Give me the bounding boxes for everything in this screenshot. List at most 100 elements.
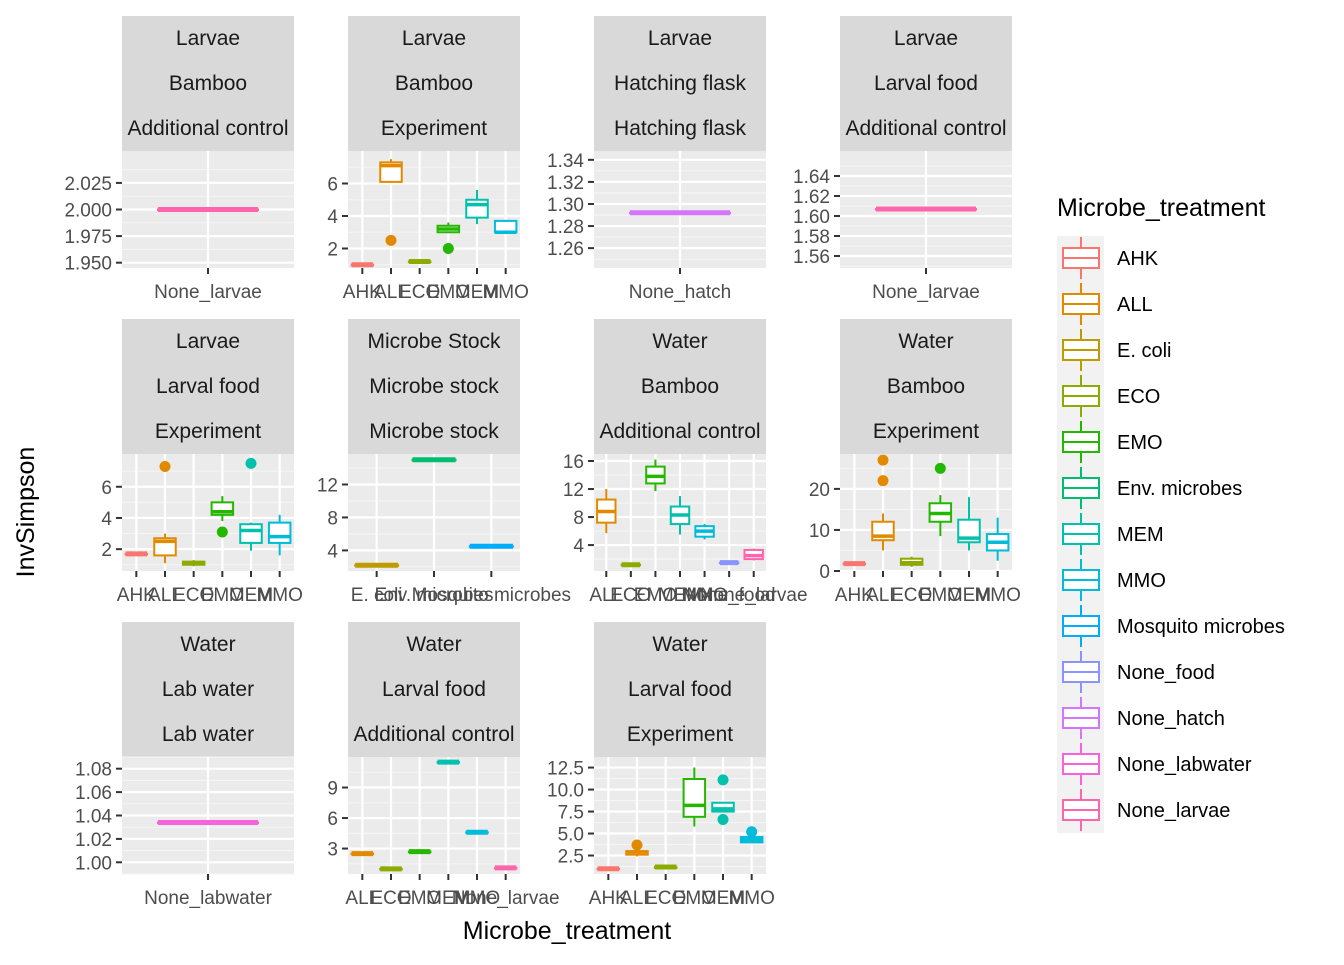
x-tick-label: AHK bbox=[343, 282, 382, 303]
box-eco bbox=[181, 560, 206, 567]
panel-background bbox=[840, 454, 1012, 571]
x-tick-label: ALL bbox=[148, 585, 182, 606]
box-emo bbox=[682, 767, 707, 827]
facet-strip-label: Larvae bbox=[894, 27, 958, 50]
legend-label: ECO bbox=[1117, 386, 1160, 408]
x-tick-label: None_food bbox=[683, 585, 776, 606]
box-body bbox=[465, 198, 489, 219]
outlier-point bbox=[877, 475, 889, 487]
facet-strip-label: Water bbox=[652, 633, 707, 656]
box-none-larvae bbox=[743, 548, 764, 561]
outlier-point bbox=[216, 526, 228, 538]
facet-strip bbox=[348, 16, 520, 151]
outlier-point bbox=[245, 457, 257, 469]
box-none-larvae bbox=[157, 207, 259, 212]
y-tick-label: 2 bbox=[101, 540, 112, 561]
x-tick-label: None_larvae bbox=[700, 585, 808, 606]
box-body bbox=[239, 523, 263, 544]
y-tick-label: 1.64 bbox=[793, 167, 830, 188]
legend-label: EMO bbox=[1117, 432, 1163, 454]
facet-panel: Microbe Stock Microbe stock Microbe stock 4… bbox=[317, 319, 571, 606]
facet-strip-label: Water bbox=[406, 633, 461, 656]
x-tick-label: AHK bbox=[835, 585, 874, 606]
y-tick-label: 2 bbox=[327, 240, 338, 261]
facet-panel: Water Larval food Additional control 3 6 9 ALL… bbox=[327, 622, 560, 909]
facet-strip-label: Bamboo bbox=[641, 375, 719, 398]
y-tick-label: 1.02 bbox=[75, 830, 112, 851]
panel-background bbox=[348, 757, 520, 874]
x-tick-label: MMO bbox=[681, 585, 727, 606]
y-tick-label: 12.5 bbox=[547, 759, 584, 780]
x-tick-label: None_hatch bbox=[629, 282, 731, 303]
box-body bbox=[711, 801, 735, 813]
facet-strip-label: Hatching flask bbox=[614, 72, 746, 95]
panel-background bbox=[348, 151, 520, 268]
x-tick-label: EMO bbox=[673, 888, 716, 909]
y-tick-label: 1.62 bbox=[793, 187, 830, 208]
y-tick-label: 9 bbox=[327, 779, 338, 800]
y-axis-title: InvSimpson bbox=[12, 447, 40, 578]
legend-item: MMO bbox=[1062, 559, 1166, 601]
outlier-point bbox=[631, 839, 643, 851]
y-tick-label: 3 bbox=[327, 840, 338, 861]
box-mem bbox=[465, 190, 489, 225]
y-tick-label: 12 bbox=[563, 480, 584, 501]
facet-strip bbox=[594, 622, 766, 757]
facet-strip-label: Bamboo bbox=[395, 72, 473, 95]
legend-label: Env. microbes bbox=[1117, 478, 1242, 500]
x-tick-label: Env. microbes bbox=[375, 585, 494, 606]
box-env-microbes bbox=[411, 457, 457, 463]
y-tick-label: 6 bbox=[101, 478, 112, 499]
x-tick-label: MMO bbox=[974, 585, 1020, 606]
legend: Microbe_treatment AHK ALL E. coli ECO EMO Env… bbox=[1057, 194, 1285, 833]
legend-label: ALL bbox=[1117, 294, 1153, 316]
outlier-point bbox=[877, 454, 889, 466]
box-eco bbox=[620, 562, 642, 568]
x-tick-label: ALL bbox=[589, 585, 623, 606]
facet-strip bbox=[594, 16, 766, 151]
box-e-coli bbox=[354, 562, 400, 568]
box-mmo bbox=[267, 514, 292, 556]
legend-item: None_labwater bbox=[1062, 743, 1252, 785]
facet-strip-label: Larvae bbox=[176, 27, 240, 50]
legend-item: None_food bbox=[1062, 651, 1215, 693]
y-tick-label: 1.60 bbox=[793, 207, 830, 228]
facet-strip-label: Water bbox=[180, 633, 235, 656]
facet-strip-label: Additional control bbox=[599, 420, 760, 443]
facet-strip-label: Larval food bbox=[156, 375, 260, 398]
facet-strip-label: Additional control bbox=[127, 117, 288, 140]
box-none-labwater bbox=[157, 820, 259, 826]
box-mem bbox=[239, 457, 263, 551]
x-tick-label: ECO bbox=[645, 888, 686, 909]
facet-panel: Water Larval food Experiment 2.55.07.510.01… bbox=[547, 622, 775, 909]
box-mem bbox=[436, 759, 461, 765]
x-tick-label: Mosquito microbes bbox=[412, 585, 571, 606]
x-tick-label: None_larvae bbox=[154, 282, 262, 303]
box-mosquito-microbes bbox=[468, 543, 514, 549]
outlier-point bbox=[442, 243, 454, 254]
y-tick-label: 4 bbox=[327, 207, 338, 228]
x-tick-label: ECO bbox=[399, 282, 440, 303]
legend-item: None_larvae bbox=[1062, 789, 1230, 831]
facet-strip-label: Experiment bbox=[873, 420, 979, 443]
x-tick-label: MEM bbox=[229, 585, 273, 606]
y-tick-label: 10.0 bbox=[547, 781, 584, 802]
facet-strip-label: Experiment bbox=[381, 117, 487, 140]
x-tick-label: EMO bbox=[398, 888, 441, 909]
y-tick-label: 7.5 bbox=[558, 803, 584, 824]
outlier-point bbox=[385, 234, 397, 246]
box-all bbox=[153, 460, 177, 564]
box-mem bbox=[669, 496, 691, 535]
x-tick-label: ALL bbox=[345, 888, 379, 909]
box-ahk bbox=[350, 262, 375, 268]
y-tick-label: 16 bbox=[563, 452, 584, 473]
box-emo bbox=[645, 459, 666, 492]
x-tick-label: None_larvae bbox=[452, 888, 560, 909]
x-tick-label: MMO bbox=[454, 888, 500, 909]
y-tick-label: 2.000 bbox=[64, 201, 112, 222]
box-none-food bbox=[718, 560, 740, 566]
y-tick-label: 1.26 bbox=[547, 239, 584, 260]
outlier-point bbox=[717, 813, 729, 825]
